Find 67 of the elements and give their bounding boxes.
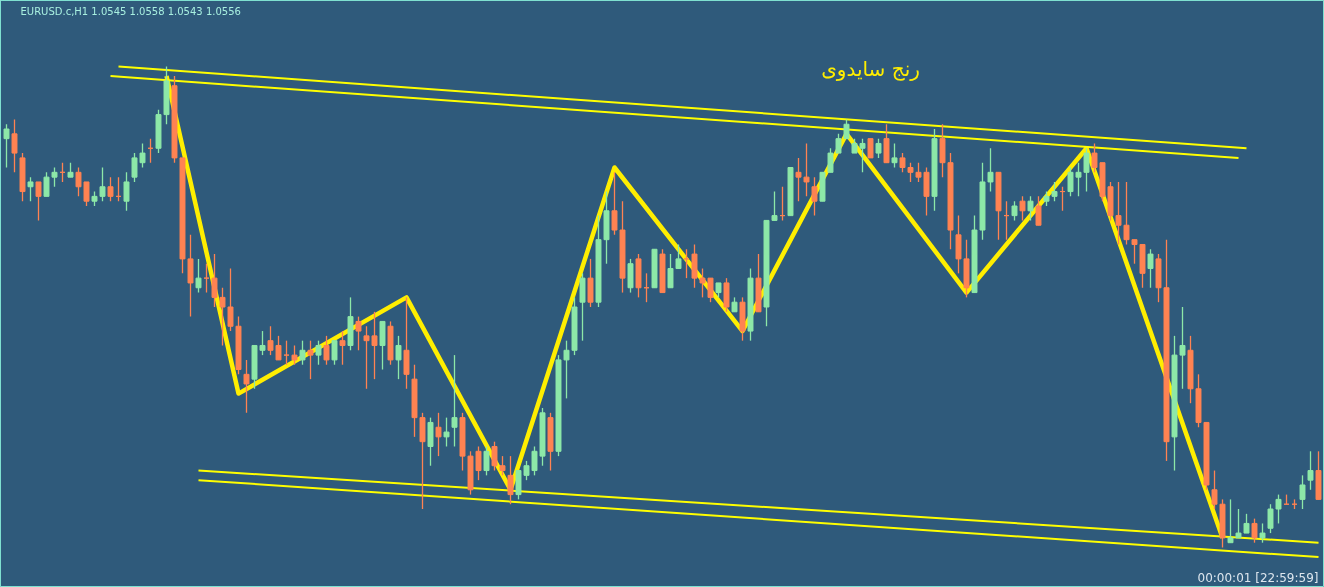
candlestick xyxy=(827,147,834,173)
candlestick xyxy=(507,455,514,505)
candlestick xyxy=(563,340,570,400)
candlestick xyxy=(315,340,322,366)
candlestick xyxy=(11,118,18,173)
candlestick xyxy=(331,340,338,366)
candlestick xyxy=(987,147,994,193)
candlestick xyxy=(1083,147,1090,193)
candlestick xyxy=(1243,513,1250,534)
candlestick xyxy=(283,340,290,366)
candlestick xyxy=(867,138,874,159)
candlestick xyxy=(243,359,250,414)
candlestick xyxy=(483,445,490,476)
candlestick xyxy=(803,142,810,198)
candlestick xyxy=(395,335,402,380)
candlestick xyxy=(875,138,882,159)
candlestick xyxy=(1147,248,1154,289)
candlestick xyxy=(27,176,34,202)
candlestick xyxy=(3,123,10,169)
candlestick xyxy=(195,258,202,294)
candlestick xyxy=(1251,517,1258,544)
candlestick xyxy=(1307,450,1314,491)
candlestick xyxy=(683,248,690,279)
text: EURUSD.c,H1 1.0545 1.0558 1.0543 1.0556 xyxy=(20,5,241,17)
candlestick xyxy=(1211,469,1218,510)
candlestick xyxy=(43,171,50,198)
candlestick xyxy=(307,340,314,380)
candlestick xyxy=(123,171,130,212)
candlestick xyxy=(1227,498,1234,544)
candlestick xyxy=(35,181,42,222)
candlestick xyxy=(355,315,362,351)
candlestick xyxy=(299,340,306,366)
candlestick xyxy=(1179,306,1186,390)
candlestick xyxy=(1259,522,1266,544)
candlestick xyxy=(1235,508,1242,539)
candlestick xyxy=(1051,181,1058,202)
candlestick xyxy=(99,166,106,202)
candlestick xyxy=(219,287,226,347)
candlestick xyxy=(891,142,898,169)
candlestick xyxy=(1035,195,1042,226)
candlestick xyxy=(1011,200,1018,222)
candlestick xyxy=(491,441,498,472)
candlestick xyxy=(211,253,218,308)
candlestick xyxy=(611,171,618,236)
candlestick xyxy=(227,267,234,332)
candlestick xyxy=(51,166,58,188)
candlestick xyxy=(499,455,506,476)
candlestick xyxy=(107,176,114,202)
candlestick xyxy=(1027,195,1034,222)
candlestick xyxy=(443,416,450,448)
candlestick xyxy=(1275,493,1282,525)
candlestick xyxy=(1267,503,1274,534)
chart-title: رنج سایدوی xyxy=(821,56,920,81)
candlestick xyxy=(451,354,458,448)
candlestick xyxy=(339,330,346,366)
text: 00:00:01 [22:59:59] xyxy=(1197,570,1319,585)
candlestick xyxy=(1123,181,1130,246)
candlestick xyxy=(291,344,298,366)
candlestick xyxy=(1019,195,1026,222)
candlestick xyxy=(1299,474,1306,510)
candlestick xyxy=(811,176,818,217)
candlestick xyxy=(435,412,442,457)
candlestick xyxy=(203,263,210,294)
candlestick xyxy=(795,157,802,202)
candlestick xyxy=(835,133,842,154)
candlestick xyxy=(843,118,850,140)
candlestick xyxy=(323,335,330,366)
